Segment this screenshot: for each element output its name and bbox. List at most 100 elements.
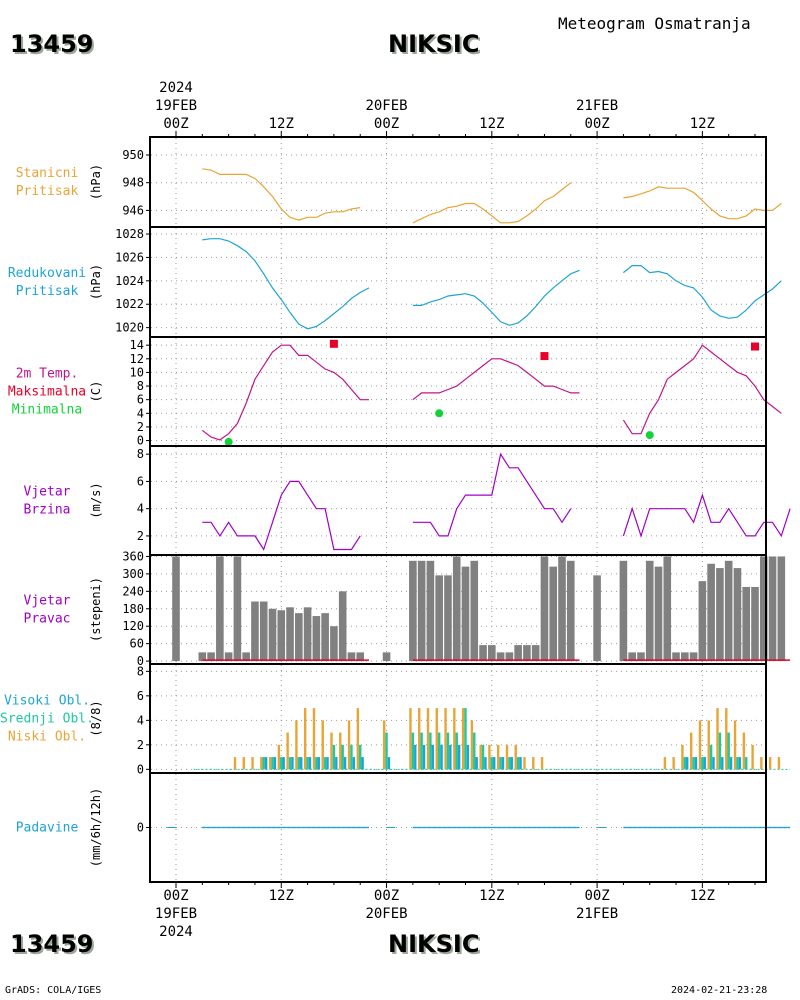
wind-direction-bar [303, 607, 312, 662]
wind-direction-bar [733, 568, 742, 662]
top-time-label: 00Z [374, 116, 399, 132]
cloud-bar [721, 757, 724, 770]
wind-direction-bar [698, 581, 707, 662]
cloud-bar [339, 732, 342, 770]
wind-direction-bar [514, 645, 522, 662]
cloud-bar [286, 732, 289, 770]
panel-frame [149, 226, 767, 338]
cloud-bar [323, 757, 327, 770]
wind-direction-bar [452, 556, 461, 662]
cloud-bar [457, 744, 461, 770]
series-line [622, 344, 782, 435]
wind-direction-bar [707, 563, 715, 662]
min-temp-marker [435, 409, 444, 418]
cloud-bar [414, 744, 417, 770]
y-tick-label: 948 [122, 176, 144, 190]
wind-direction-bar [768, 556, 777, 662]
wind-direction-bar [286, 607, 294, 662]
wind-direction-bar [505, 652, 514, 662]
cloud-bar [317, 757, 320, 770]
cloud-bar [356, 708, 360, 770]
y-tick-label: 0 [137, 654, 144, 668]
series-line [623, 186, 782, 220]
max-temp-marker [751, 342, 759, 351]
cloud-bar [297, 757, 301, 770]
panel-label: Padavine [16, 821, 79, 836]
wind-direction-bar [488, 645, 496, 662]
panel-label: Redukovani [8, 266, 86, 281]
wind-direction-bar [251, 601, 259, 662]
wind-direction-bar [663, 556, 672, 662]
cloud-bar [742, 732, 746, 770]
cloud-bar [268, 757, 272, 770]
cloud-bar [709, 744, 713, 770]
station-name-top: NIKSIC [388, 30, 480, 58]
cloud-bar [461, 708, 465, 770]
cloud-bar [233, 757, 237, 770]
wind-direction-bar [566, 560, 575, 662]
y-tick-label: 300 [122, 567, 144, 581]
series-line [412, 358, 580, 401]
footer-timestamp: 2024-02-21-23:28 [671, 985, 768, 996]
cloud-bar [303, 708, 307, 770]
cloud-bar [686, 757, 689, 770]
cloud-bar [490, 757, 494, 770]
y-tick-label: 8 [137, 664, 144, 678]
series-line [202, 238, 370, 330]
cloud-bar [470, 720, 474, 770]
cloud-bar [501, 757, 505, 770]
wind-direction-bar [224, 652, 233, 662]
wind-direction-bar [426, 560, 435, 662]
y-tick-label: 2 [137, 738, 144, 752]
cloud-bar [751, 744, 754, 770]
wind-direction-bar [338, 591, 347, 662]
cloud-bar [523, 757, 526, 770]
cloud-bar [291, 757, 294, 770]
cloud-bar [694, 757, 698, 770]
cloud-bar [716, 708, 719, 770]
series-line [202, 168, 361, 221]
y-tick-label: 2 [137, 529, 144, 543]
footer-credit: GrADS: COLA/IGES [5, 985, 102, 996]
bottom-time-label: 12Z [690, 888, 715, 904]
y-tick-label: 1024 [115, 274, 144, 288]
panel-label: Niski Obl. [8, 730, 86, 745]
cloud-bar [725, 708, 728, 770]
cloud-bar [273, 757, 277, 770]
cloud-bar [387, 757, 391, 770]
y-tick-label: 360 [122, 549, 144, 563]
bottom-date-label: 19FEB [155, 906, 197, 922]
cloud-bar [435, 708, 438, 770]
cloud-bar [508, 757, 511, 770]
cloud-bar [288, 757, 292, 770]
wind-direction-bar [619, 560, 628, 662]
station-name-bottom: NIKSIC [388, 930, 480, 958]
cloud-bar [484, 757, 487, 770]
cloud-bar [473, 732, 476, 770]
bottom-time-label: 00Z [163, 888, 188, 904]
station-id-top: 13459 [10, 30, 94, 58]
wind-direction-bar [637, 652, 645, 662]
bottom-time-label: 00Z [374, 888, 399, 904]
series-line [412, 269, 580, 326]
y-tick-label: 1022 [115, 297, 144, 311]
panel-label: Pravac [24, 612, 71, 627]
cloud-bar [409, 708, 412, 770]
cloud-bar [431, 744, 435, 770]
cloud-bar [437, 732, 441, 770]
y-axis-label: (stepeni) [89, 577, 103, 642]
cloud-bar [736, 757, 739, 770]
cloud-bar [475, 757, 478, 770]
cloud-bar [519, 757, 522, 770]
cloud-bar [422, 744, 426, 770]
y-tick-label: 6 [137, 474, 144, 488]
wind-direction-bar [558, 556, 566, 662]
cloud-bar [453, 708, 456, 770]
wind-direction-bar [444, 575, 452, 662]
cloud-bar [308, 757, 312, 770]
station-id-bottom: 13459 [10, 930, 94, 958]
wind-direction-bar [540, 556, 549, 662]
wind-direction-bar [496, 652, 505, 662]
panel-frame [149, 336, 767, 447]
panel-frame [149, 772, 767, 883]
